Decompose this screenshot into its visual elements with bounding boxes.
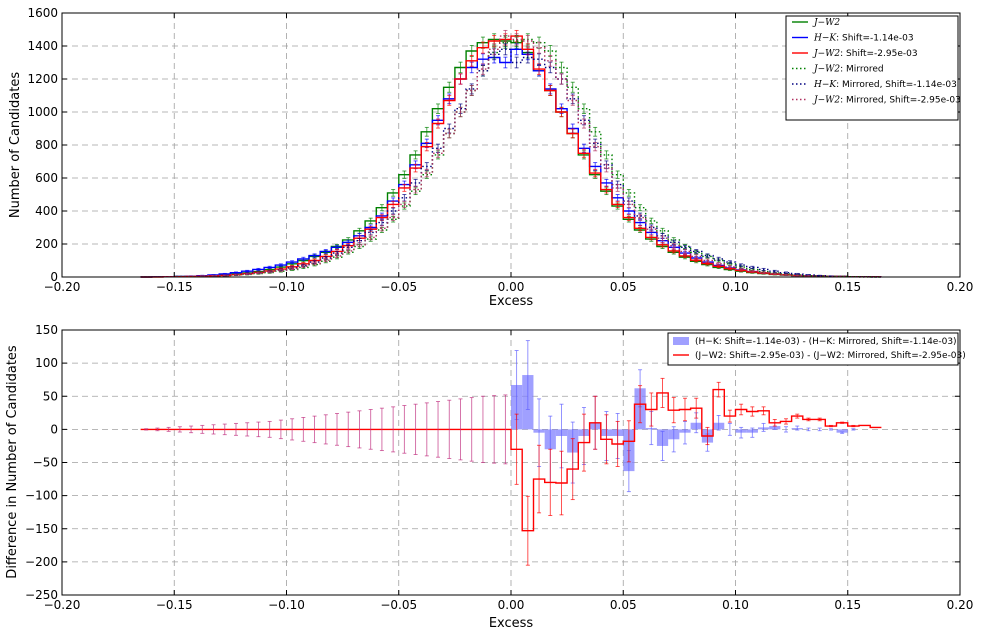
- y-tick-label: 100: [35, 356, 58, 370]
- x-tick-label: 0.20: [947, 280, 974, 294]
- x-tick-label: −0.20: [44, 598, 81, 612]
- y-tick-label: −100: [25, 489, 58, 503]
- y-tick-label: 1000: [27, 105, 58, 119]
- x-tick-label: −0.10: [268, 598, 305, 612]
- legend-label: J−W2: Mirrored, Shift=-2.95e-03: [812, 96, 961, 106]
- legend: (H−K: Shift=-1.14e-03) - (H−K: Mirrored,…: [667, 332, 966, 366]
- x-tick-label: 0.15: [834, 598, 861, 612]
- series-5: [140, 29, 882, 278]
- legend-label: H−K: Shift=-1.14e-03: [813, 34, 914, 44]
- x-axis-label: Excess: [489, 294, 534, 309]
- step-line: [140, 35, 882, 278]
- y-tick-label: −250: [25, 588, 58, 602]
- x-tick-label: −0.05: [380, 598, 417, 612]
- x-axis-label: Excess: [489, 616, 534, 631]
- bar: [836, 429, 848, 433]
- legend-label: J−W2: Shift=-2.95e-03: [812, 49, 918, 59]
- step-line: [140, 48, 882, 278]
- y-axis-label: Difference in Number of Candidates: [5, 345, 20, 579]
- legend-label: (H−K: Shift=-1.14e-03) - (H−K: Mirrored,…: [695, 337, 957, 347]
- y-tick-label: 1200: [27, 72, 58, 86]
- legend-frame: [667, 332, 959, 366]
- x-tick-label: 0.20: [947, 598, 974, 612]
- x-tick-label: −0.20: [44, 280, 81, 294]
- series-1: [140, 377, 882, 566]
- x-tick-label: −0.15: [156, 280, 193, 294]
- series-layer: [140, 340, 882, 566]
- y-tick-label: −50: [33, 456, 58, 470]
- legend-label: H−K: Mirrored, Shift=-1.14e-03: [813, 80, 957, 90]
- y-tick-label: 600: [35, 171, 58, 185]
- legend-swatch: [673, 337, 689, 345]
- ticks: −0.20 −0.15 −0.10 −0.05 0.00 0.05 0.10 0.15 0.20…: [25, 323, 973, 612]
- histogram-panel: −0.20 −0.15 −0.10 −0.05 0.00 0.05 0.10 0.15 0.20…: [8, 6, 973, 309]
- y-tick-label: 1400: [27, 39, 58, 53]
- legend-label: J−W2: Mirrored: [812, 65, 884, 75]
- y-tick-label: 0: [50, 270, 58, 284]
- legend-label: (J−W2: Shift=-2.95e-03) - (J−W2: Mirrore…: [695, 351, 966, 361]
- y-axis-label: Number of Candidates: [8, 72, 23, 218]
- y-tick-label: −150: [25, 522, 58, 536]
- step-line: [140, 38, 882, 278]
- step-line: [140, 388, 882, 532]
- y-tick-label: 150: [35, 323, 58, 337]
- y-tick-label: 200: [35, 237, 58, 251]
- y-tick-label: −200: [25, 555, 58, 569]
- x-tick-label: 0.05: [610, 598, 637, 612]
- x-tick-label: −0.15: [156, 598, 193, 612]
- y-tick-label: 0: [50, 422, 58, 436]
- y-tick-label: 50: [43, 389, 58, 403]
- x-tick-label: 0.10: [722, 598, 749, 612]
- legend-label: J−W2: [812, 18, 840, 28]
- y-tick-label: 1600: [27, 6, 58, 20]
- ticks: −0.20 −0.15 −0.10 −0.05 0.00 0.05 0.10 0.15 0.20…: [27, 6, 973, 294]
- x-tick-label: 0.15: [834, 280, 861, 294]
- x-tick-label: −0.10: [268, 280, 305, 294]
- x-tick-label: 0.00: [498, 280, 525, 294]
- x-tick-label: 0.05: [610, 280, 637, 294]
- difference-panel: −0.20 −0.15 −0.10 −0.05 0.00 0.05 0.10 0.15 0.20…: [5, 323, 973, 631]
- x-tick-label: −0.05: [380, 280, 417, 294]
- legend-frame: [785, 15, 959, 121]
- y-tick-label: 400: [35, 204, 58, 218]
- legend: J−W2 H−K: Shift=-1.14e-03 J−W2: Shift=-2.9…: [785, 15, 961, 121]
- y-tick-label: 800: [35, 138, 58, 152]
- x-tick-label: 0.00: [498, 598, 525, 612]
- x-tick-label: 0.10: [722, 280, 749, 294]
